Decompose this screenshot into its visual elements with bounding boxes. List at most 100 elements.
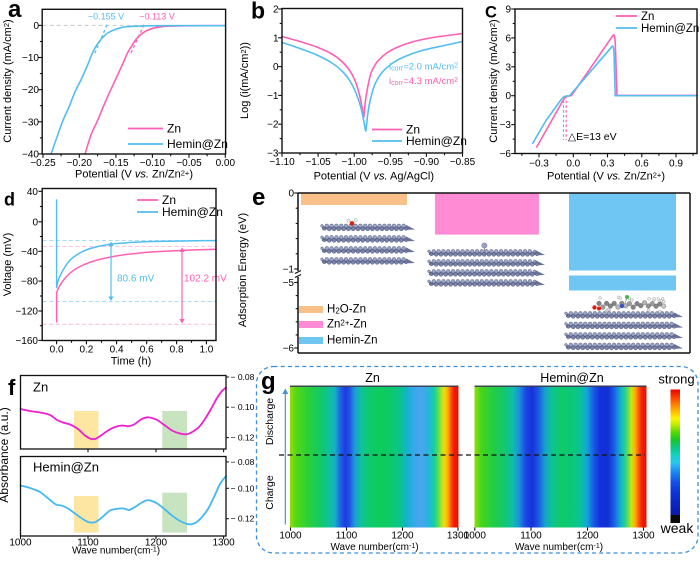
svg-text:Zn: Zn <box>641 11 654 23</box>
svg-text:b: b <box>251 0 265 24</box>
svg-text:−3: −3 <box>500 120 512 131</box>
svg-text:−1.10: −1.10 <box>269 157 295 168</box>
svg-text:−1: −1 <box>267 91 279 102</box>
svg-text:− 0.12: − 0.12 <box>231 514 255 524</box>
svg-text:Zn: Zn <box>167 122 181 136</box>
svg-text:1300: 1300 <box>632 531 655 542</box>
svg-text:C: C <box>485 3 497 21</box>
svg-text:−1.05: −1.05 <box>305 157 331 168</box>
svg-text:H2O-Zn: H2O-Zn <box>327 304 366 316</box>
svg-text:−0.85: −0.85 <box>450 157 476 168</box>
svg-text:Wave number(cm-1): Wave number(cm-1) <box>330 542 418 553</box>
svg-text:0.4: 0.4 <box>110 345 124 356</box>
svg-text:g: g <box>261 368 276 395</box>
svg-text:−10: −10 <box>22 53 39 64</box>
svg-text:− 0.12: − 0.12 <box>231 433 255 443</box>
svg-text:Adsorption Energy (eV): Adsorption Energy (eV) <box>237 213 249 327</box>
svg-text:Hemin@Zn: Hemin@Zn <box>167 137 228 151</box>
svg-text:1300: 1300 <box>212 538 235 549</box>
svg-text:−6: −6 <box>283 344 295 355</box>
svg-text:3: 3 <box>505 62 511 73</box>
svg-text:−5: −5 <box>283 278 295 289</box>
svg-text:−0.20: −0.20 <box>67 158 93 169</box>
svg-text:102.2 mV: 102.2 mV <box>184 274 227 285</box>
svg-text:Hemin@Zn: Hemin@Zn <box>33 460 99 475</box>
svg-text:−0.25: −0.25 <box>30 158 56 169</box>
svg-text:0: 0 <box>505 91 511 102</box>
svg-text:−3: −3 <box>267 149 279 160</box>
svg-text:− 0.08: − 0.08 <box>231 457 255 467</box>
svg-text:Hemin@Zn: Hemin@Zn <box>406 134 467 148</box>
svg-text:0.2: 0.2 <box>79 345 93 356</box>
svg-text:weak: weak <box>660 520 695 536</box>
svg-text:1200: 1200 <box>391 531 414 542</box>
svg-text:icorr=2.0 mA/cm2: icorr=2.0 mA/cm2 <box>389 62 458 73</box>
svg-text:0.0: 0.0 <box>50 345 64 356</box>
svg-text:−0.95: −0.95 <box>378 157 404 168</box>
svg-text:1300: 1300 <box>447 531 470 542</box>
svg-text:−160: −160 <box>15 336 38 347</box>
svg-text:Current density (mA/cm2): Current density (mA/cm2) <box>488 19 500 142</box>
svg-text:−1: −1 <box>283 265 295 276</box>
svg-text:0.9: 0.9 <box>669 159 683 170</box>
svg-text:− 0.10: − 0.10 <box>231 402 255 412</box>
svg-text:a: a <box>8 0 22 23</box>
svg-text:Time (h): Time (h) <box>111 356 152 368</box>
svg-text:0: 0 <box>33 21 39 32</box>
svg-text:6: 6 <box>505 33 511 44</box>
svg-text:2: 2 <box>273 5 279 16</box>
svg-text:−80: −80 <box>21 277 38 288</box>
svg-text:Hemin@Zn: Hemin@Zn <box>540 371 603 385</box>
svg-text:Wave number(cm-1): Wave number(cm-1) <box>515 542 603 553</box>
svg-text:Hemin@Zn: Hemin@Zn <box>641 23 699 35</box>
svg-text:1100: 1100 <box>520 531 542 542</box>
svg-text:d: d <box>4 190 15 210</box>
svg-text:0.0: 0.0 <box>566 159 580 170</box>
svg-text:Potential (V vs. Zn/Zn2+): Potential (V vs. Zn/Zn2+) <box>75 168 193 180</box>
svg-text:Zn: Zn <box>162 193 176 207</box>
svg-text:1000: 1000 <box>464 531 487 542</box>
svg-text:1100: 1100 <box>336 531 358 542</box>
svg-text:e: e <box>252 184 265 211</box>
svg-text:− 0.08: − 0.08 <box>231 372 255 382</box>
svg-text:1.0: 1.0 <box>199 345 213 356</box>
svg-text:80.6 mV: 80.6 mV <box>117 274 155 285</box>
svg-text:Hemin-Zn: Hemin-Zn <box>327 335 377 347</box>
svg-text:−2: −2 <box>267 120 279 131</box>
svg-text:Wave number(cm-1): Wave number(cm-1) <box>72 546 160 557</box>
svg-text:0: 0 <box>273 62 279 73</box>
svg-text:1000: 1000 <box>9 538 32 549</box>
svg-text:Potential (V vs. Ag/AgCl): Potential (V vs. Ag/AgCl) <box>314 171 434 183</box>
svg-text:0: 0 <box>288 189 294 200</box>
svg-text:1100: 1100 <box>77 538 99 549</box>
svg-text:Hemin@Zn: Hemin@Zn <box>162 205 223 219</box>
svg-text:− 0.10: − 0.10 <box>231 483 255 493</box>
svg-text:1200: 1200 <box>145 538 168 549</box>
svg-text:0.3: 0.3 <box>601 159 615 170</box>
svg-text:−120: −120 <box>15 307 38 318</box>
svg-text:f: f <box>8 375 16 400</box>
svg-text:0.8: 0.8 <box>170 345 184 356</box>
svg-text:Potential (V vs. Zn/Zn2+): Potential (V vs. Zn/Zn2+) <box>547 170 665 182</box>
svg-text:−20: −20 <box>22 85 39 96</box>
svg-text:−0.10: −0.10 <box>140 158 166 169</box>
svg-text:strong: strong <box>658 372 694 387</box>
svg-text:icorr=4.3 mA/cm2: icorr=4.3 mA/cm2 <box>389 76 458 87</box>
svg-text:Absorbance (a.u.): Absorbance (a.u.) <box>0 407 11 502</box>
svg-text:0.6: 0.6 <box>635 159 649 170</box>
svg-text:1000: 1000 <box>279 531 302 542</box>
svg-text:−40: −40 <box>21 247 38 258</box>
svg-text:−6: −6 <box>500 149 512 160</box>
svg-text:Log (i(mA/cm2)): Log (i(mA/cm2)) <box>239 42 251 119</box>
svg-text:−0.113 V: −0.113 V <box>139 12 175 22</box>
svg-text:Discharge: Discharge <box>264 398 276 445</box>
svg-text:−40: −40 <box>22 149 39 160</box>
svg-text:−30: −30 <box>22 117 39 128</box>
svg-text:1200: 1200 <box>576 531 599 542</box>
svg-text:△E=13 eV: △E=13 eV <box>568 131 617 143</box>
svg-text:−0.90: −0.90 <box>414 157 440 168</box>
svg-text:Zn2+-Zn: Zn2+-Zn <box>327 318 367 330</box>
svg-text:−0.15: −0.15 <box>103 158 129 169</box>
svg-text:Voltage (mV): Voltage (mV) <box>2 233 14 297</box>
svg-text:Current density (mA/cm2): Current density (mA/cm2) <box>2 19 14 142</box>
